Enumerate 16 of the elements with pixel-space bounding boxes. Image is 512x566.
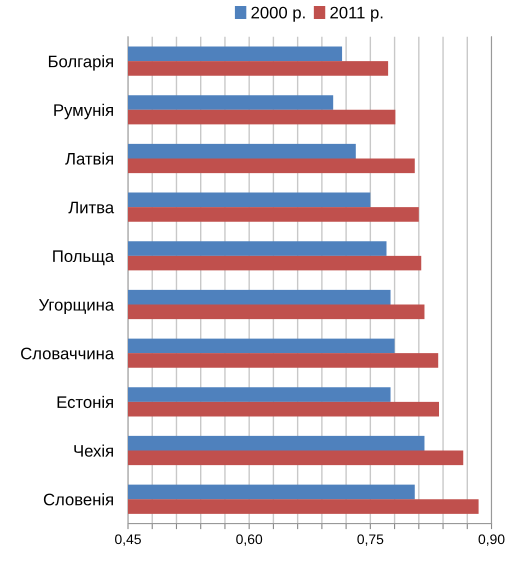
x-tick-label: 0,45 — [115, 534, 141, 546]
y-tick-label: Болгарія — [48, 55, 113, 71]
y-tick-label: Словенія — [44, 493, 113, 506]
y-tick-label: Румунія — [54, 104, 113, 120]
y-tick-label: Чехія — [74, 444, 113, 457]
x-tick-label: 0,90 — [478, 534, 504, 546]
legend-label: 2000 р. — [251, 6, 305, 22]
x-tick-label: 0,60 — [236, 534, 262, 546]
y-tick-label: Литва — [68, 202, 114, 214]
legend-label: 2011 р. — [330, 6, 382, 22]
y-tick-label: Угорщина — [38, 299, 114, 314]
y-tick-label: Естонія — [58, 396, 113, 408]
y-tick-label: Польща — [53, 250, 114, 266]
y-tick-label: Словаччина — [21, 348, 114, 360]
y-tick-label: Латвія — [65, 152, 113, 165]
x-tick-label: 0,75 — [357, 534, 384, 546]
